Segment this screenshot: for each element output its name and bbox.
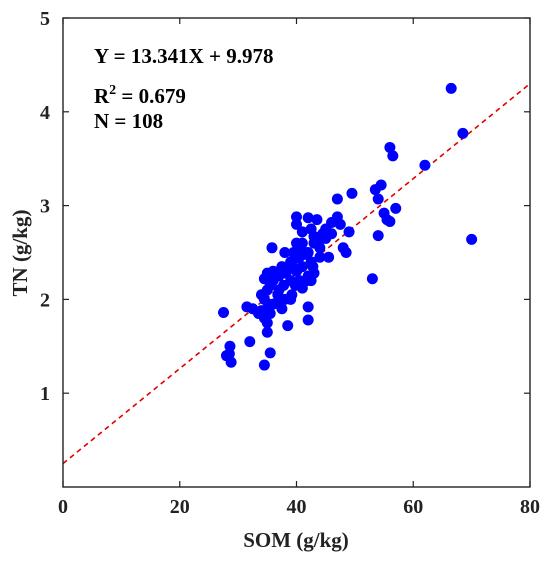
data-point bbox=[375, 179, 387, 191]
y-tick-label: 1 bbox=[40, 383, 50, 405]
x-tick-label: 80 bbox=[520, 496, 540, 518]
data-point bbox=[264, 307, 276, 319]
data-point bbox=[272, 289, 284, 301]
data-point bbox=[286, 289, 298, 301]
r2-prefix: R bbox=[94, 84, 110, 108]
data-point bbox=[445, 82, 457, 94]
regression-equation: Y = 13.341X + 9.978 bbox=[94, 44, 273, 68]
axes: 0 20 40 60 80 1 2 3 4 5 bbox=[40, 8, 540, 518]
x-tick-label: 0 bbox=[58, 496, 68, 518]
y-tick-label: 3 bbox=[40, 196, 50, 218]
data-point bbox=[302, 212, 314, 224]
data-point bbox=[331, 193, 343, 205]
data-point bbox=[372, 193, 384, 205]
data-point bbox=[343, 226, 355, 238]
data-point bbox=[387, 150, 399, 162]
data-point bbox=[307, 261, 319, 273]
data-point bbox=[261, 317, 273, 329]
data-point bbox=[346, 187, 358, 199]
annotation-block: Y = 13.341X + 9.978 R2 = 0.679 N = 108 bbox=[94, 44, 273, 133]
data-point bbox=[296, 226, 308, 238]
data-point bbox=[390, 202, 402, 214]
data-point bbox=[270, 270, 282, 282]
data-point bbox=[261, 326, 273, 338]
data-point bbox=[291, 211, 302, 223]
data-point bbox=[323, 251, 335, 263]
data-point bbox=[419, 159, 431, 171]
data-point bbox=[295, 242, 307, 254]
data-points bbox=[218, 82, 478, 371]
data-point bbox=[302, 301, 314, 313]
data-point bbox=[262, 298, 274, 310]
data-point bbox=[302, 314, 314, 326]
y-axis-label: TN (g/kg) bbox=[8, 210, 32, 297]
x-tick-label: 60 bbox=[403, 496, 423, 518]
data-point bbox=[317, 228, 329, 240]
data-point bbox=[264, 347, 276, 359]
data-point bbox=[384, 216, 396, 228]
data-point bbox=[218, 307, 230, 319]
data-point bbox=[334, 218, 346, 230]
data-point bbox=[326, 228, 338, 240]
x-tick-label: 40 bbox=[287, 496, 307, 518]
data-point bbox=[224, 340, 236, 352]
data-point bbox=[384, 141, 396, 153]
data-point bbox=[282, 320, 294, 332]
y-tick-label: 5 bbox=[40, 8, 50, 30]
data-point bbox=[314, 251, 326, 263]
x-axis-label: SOM (g/kg) bbox=[243, 528, 349, 552]
data-point bbox=[366, 273, 378, 285]
x-tick-label: 20 bbox=[170, 496, 190, 518]
data-point bbox=[225, 356, 237, 368]
data-point bbox=[372, 230, 384, 242]
r2-value: = 0.679 bbox=[116, 84, 186, 108]
data-point bbox=[288, 253, 300, 265]
data-point bbox=[311, 214, 323, 226]
r-squared-label: R2 = 0.679 bbox=[94, 83, 186, 108]
data-point bbox=[301, 275, 313, 287]
data-point bbox=[258, 359, 270, 371]
data-point bbox=[340, 247, 352, 258]
data-point bbox=[280, 267, 292, 279]
data-point bbox=[276, 303, 288, 315]
r2-superscript: 2 bbox=[109, 83, 116, 98]
data-point bbox=[266, 242, 278, 254]
data-point bbox=[457, 127, 469, 139]
data-point bbox=[279, 247, 291, 258]
data-point bbox=[278, 279, 290, 291]
data-point bbox=[292, 263, 304, 275]
y-tick-label: 2 bbox=[40, 289, 50, 311]
y-tick-label: 4 bbox=[40, 102, 50, 124]
data-point bbox=[466, 233, 478, 245]
sample-count: N = 108 bbox=[94, 109, 163, 133]
data-point bbox=[244, 336, 256, 348]
